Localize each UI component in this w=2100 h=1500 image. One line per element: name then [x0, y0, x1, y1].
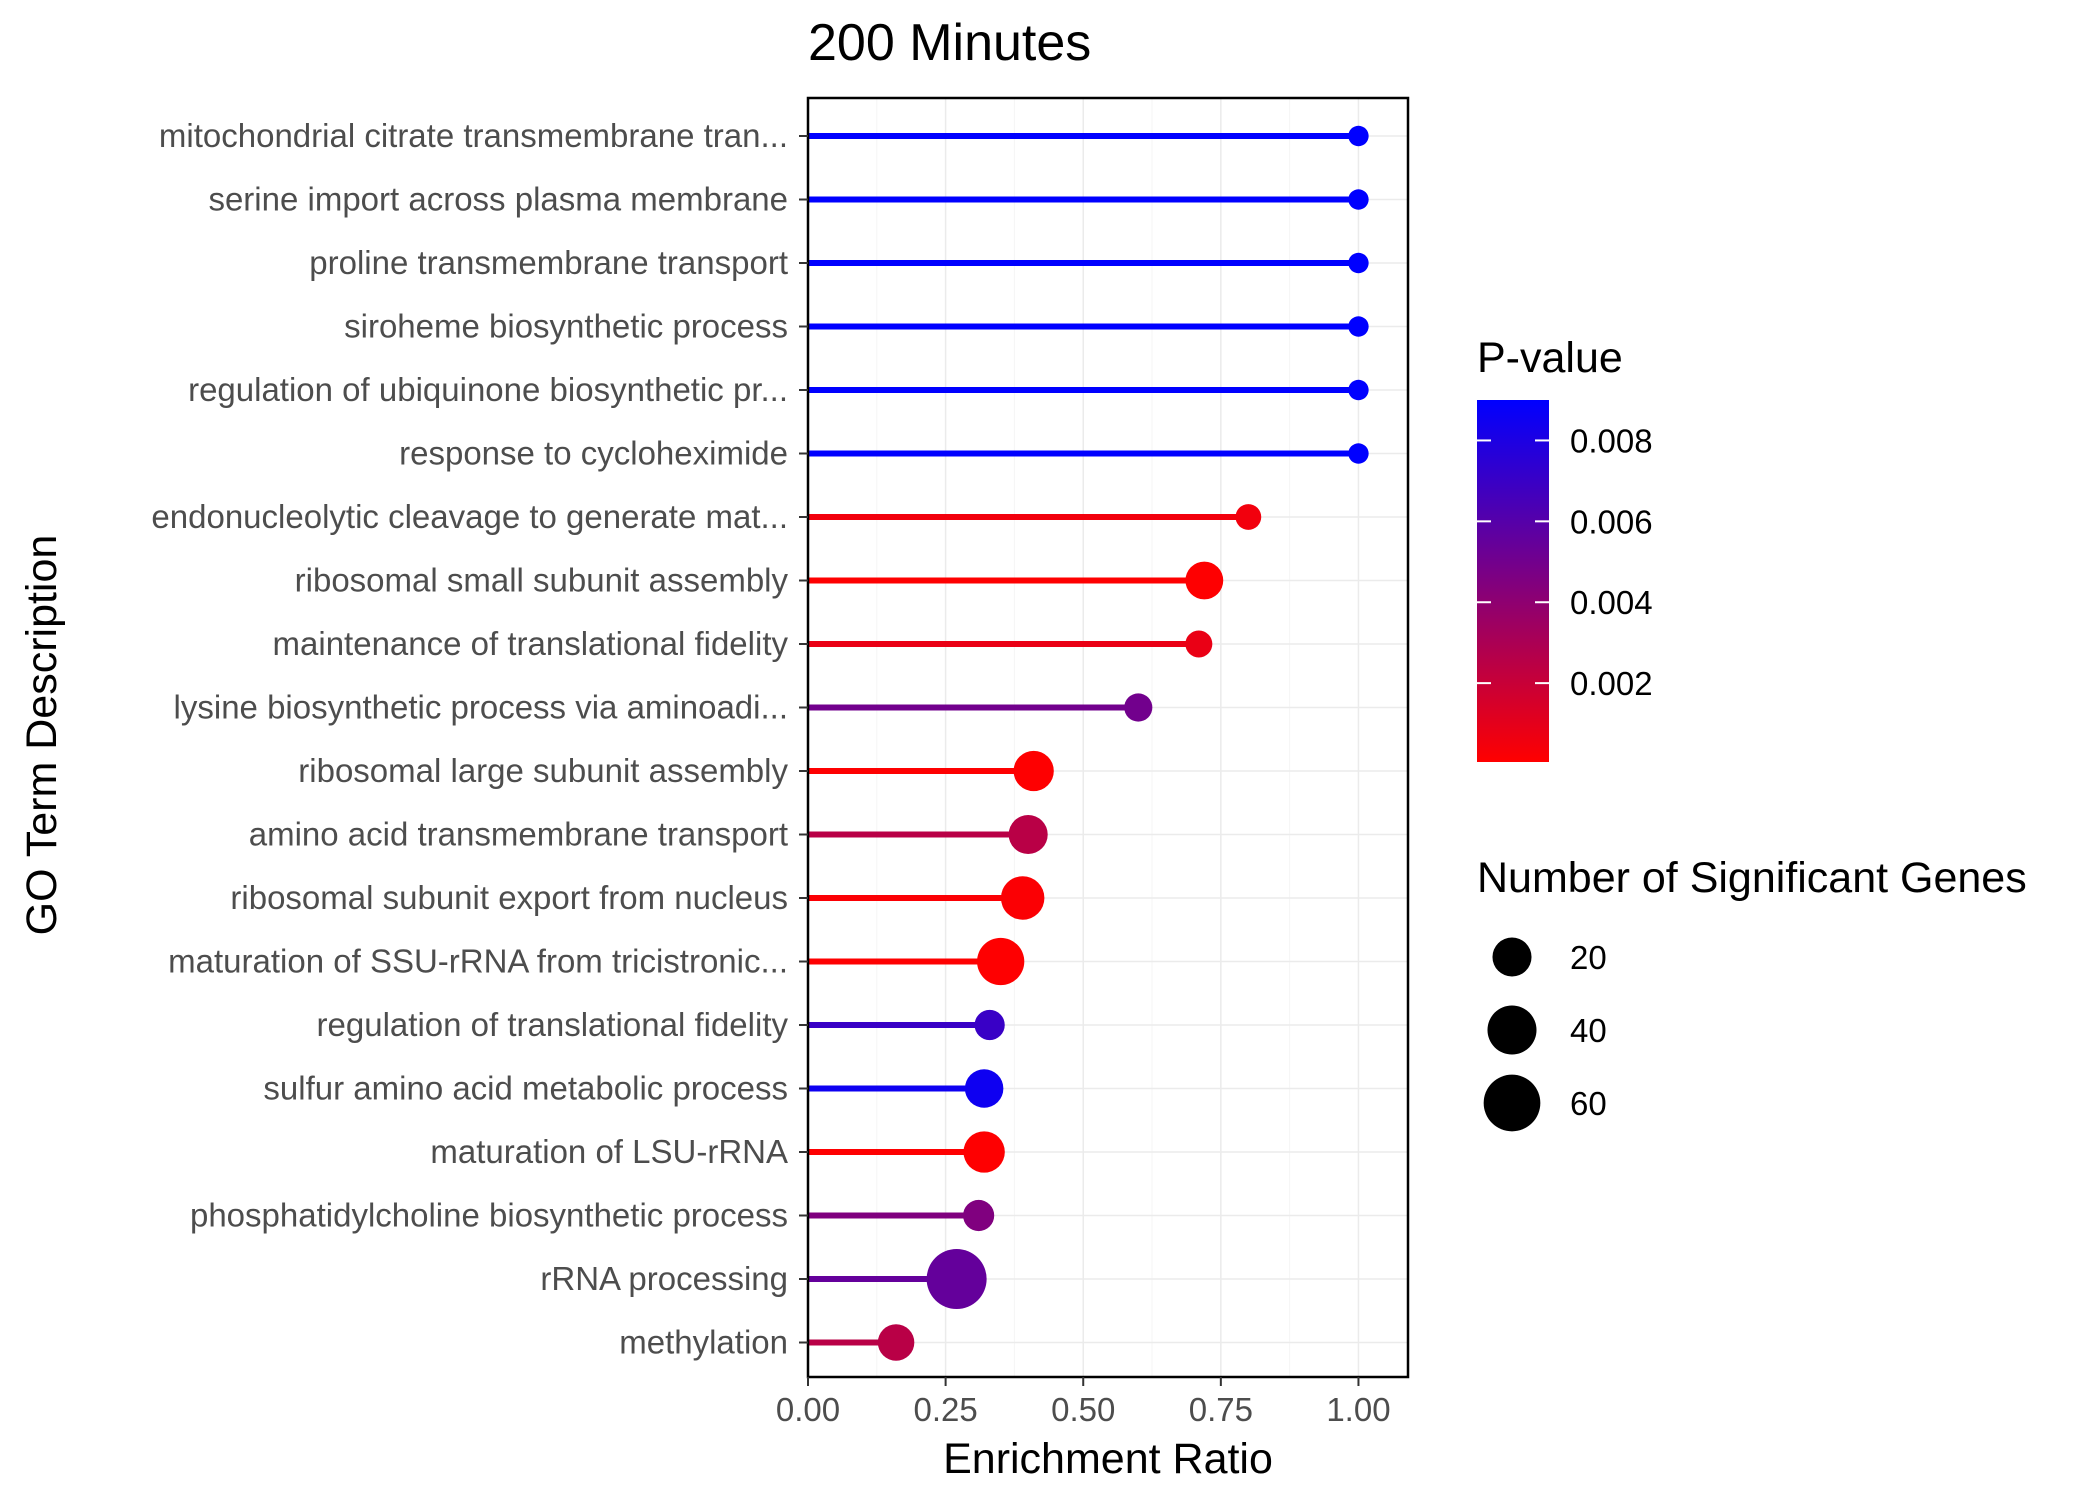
x-tick-label: 0.50 — [1051, 1391, 1115, 1428]
size-legend: Number of Significant Genes 20 40 60 — [1477, 854, 2027, 1132]
panel-border — [806, 96, 1410, 1379]
y-tick-label: maturation of LSU-rRNA — [430, 1133, 788, 1170]
y-tick-label: regulation of translational fidelity — [317, 1006, 789, 1043]
y-tick-label: mitochondrial citrate transmembrane tran… — [159, 117, 788, 154]
color-legend-ticks: 0.008 0.006 0.004 0.002 — [1477, 422, 1653, 702]
y-axis: mitochondrial citrate transmembrane tran… — [151, 117, 808, 1361]
color-tick-label: 0.004 — [1570, 584, 1653, 621]
lollipop-point — [1348, 316, 1369, 337]
y-tick-label: rRNA processing — [540, 1260, 788, 1297]
chart-title: 200 Minutes — [808, 14, 1091, 72]
lollipop-point — [1348, 189, 1369, 210]
size-legend-label: 20 — [1570, 939, 1607, 976]
lollipop-point — [1185, 561, 1224, 600]
lollipop-point — [1348, 125, 1369, 147]
lollipop-point — [1013, 750, 1054, 792]
size-legend-dot — [1492, 937, 1532, 977]
color-legend-title: P-value — [1477, 334, 1623, 382]
lollipop-point — [963, 1131, 1005, 1173]
size-legend-title: Number of Significant Genes — [1477, 854, 2027, 902]
lollipop-point — [1235, 504, 1262, 530]
size-legend-label: 40 — [1570, 1012, 1607, 1049]
lollipop-point — [977, 937, 1025, 986]
lollipop-point — [1000, 876, 1045, 920]
y-tick-label: ribosomal subunit export from nucleus — [230, 879, 788, 916]
lollipop-point — [1348, 443, 1369, 464]
y-tick-label: siroheme biosynthetic process — [344, 308, 788, 345]
y-tick-label: proline transmembrane transport — [309, 244, 788, 281]
y-tick-label: phosphatidylcholine biosynthetic process — [190, 1197, 788, 1234]
lollipop-point — [974, 1009, 1005, 1041]
y-tick-label: maintenance of translational fidelity — [273, 625, 789, 662]
y-tick-label: maturation of SSU-rRNA from tricistronic… — [168, 943, 788, 980]
x-tick-label: 0.25 — [913, 1391, 977, 1428]
size-legend-dot — [1487, 1005, 1537, 1055]
y-tick-label: sulfur amino acid metabolic process — [263, 1070, 788, 1107]
lollipop-point — [964, 1069, 1004, 1108]
lollipop-point — [877, 1324, 915, 1361]
color-tick-label: 0.008 — [1570, 422, 1653, 459]
lollipop-point — [1348, 379, 1369, 401]
y-tick-label: regulation of ubiquinone biosynthetic pr… — [188, 371, 788, 408]
x-axis-title: Enrichment Ratio — [943, 1435, 1273, 1483]
lollipop-point — [1185, 630, 1213, 658]
x-tick-label: 1.00 — [1326, 1391, 1390, 1428]
size-legend-dot — [1483, 1074, 1541, 1132]
lollipop-point — [963, 1199, 995, 1232]
color-bar — [1477, 400, 1549, 762]
x-tick-label: 0.00 — [776, 1391, 840, 1428]
y-tick-label: response to cycloheximide — [399, 435, 788, 472]
y-tick-label: ribosomal small subunit assembly — [295, 562, 789, 599]
lollipop-point — [1348, 252, 1369, 274]
size-legend-items: 20 40 60 — [1483, 937, 1607, 1132]
x-tick-label: 0.75 — [1189, 1391, 1253, 1428]
lollipop-point — [1008, 814, 1048, 855]
y-axis-title: GO Term Description — [18, 535, 66, 936]
lollipop-point — [1124, 693, 1153, 722]
y-tick-label: lysine biosynthetic process via aminoadi… — [174, 689, 788, 726]
size-legend-label: 60 — [1570, 1085, 1607, 1122]
grid — [807, 98, 1408, 1377]
y-tick-label: serine import across plasma membrane — [208, 181, 788, 218]
color-legend: P-value 0.008 0.006 0.004 0.002 — [1477, 334, 1653, 762]
y-tick-label: methylation — [619, 1324, 788, 1361]
data-layer — [808, 125, 1369, 1361]
y-tick-label: endonucleolytic cleavage to generate mat… — [151, 498, 788, 535]
color-tick-label: 0.006 — [1570, 503, 1653, 540]
y-tick-label: amino acid transmembrane transport — [249, 816, 788, 853]
color-tick-label: 0.002 — [1570, 665, 1653, 702]
lollipop-point — [926, 1249, 987, 1309]
y-tick-label: ribosomal large subunit assembly — [298, 752, 788, 789]
x-axis: 0.00 0.25 0.50 0.75 1.00 — [776, 1377, 1391, 1428]
